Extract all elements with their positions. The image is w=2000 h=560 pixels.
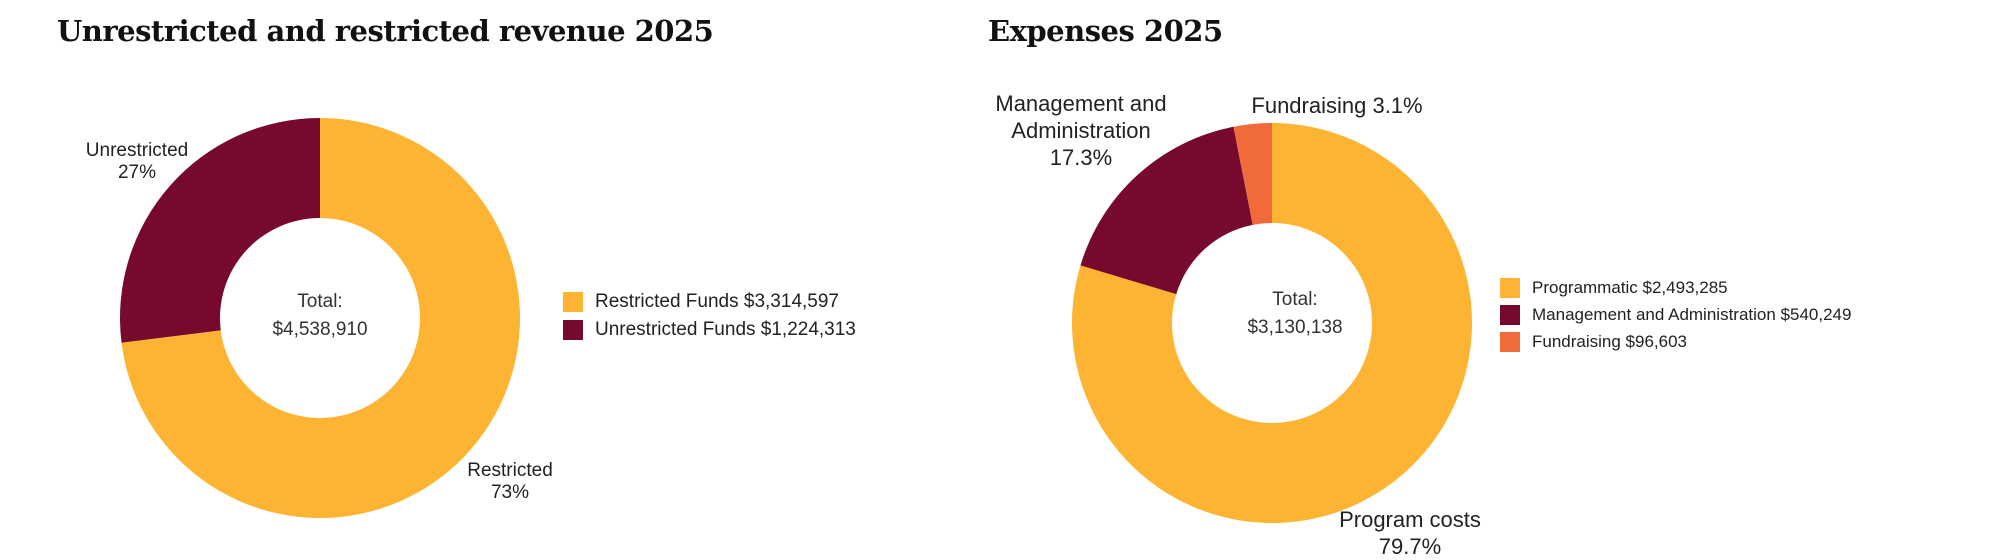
slice-label-program: Program costs 79.7% [1320, 506, 1500, 560]
expenses-chart-panel: Expenses 2025 Total: $3,130,138 Manageme… [980, 0, 2000, 559]
donut-slice-program-costs [1072, 123, 1472, 523]
legend-label-management: Management and Administration $540,249 [1532, 304, 1852, 324]
legend-swatch-restricted [563, 292, 583, 312]
legend-swatch-management [1500, 304, 1520, 325]
revenue-total-label: Total: $4,538,910 [240, 288, 400, 344]
legend-item-programmatic: Programmatic $2,493,285 [1500, 274, 1851, 301]
legend-label-unrestricted: Unrestricted Funds $1,224,313 [595, 319, 856, 340]
slice-label-unrestricted: Unrestricted 27% [62, 140, 212, 184]
expenses-total-caption: Total: [1272, 289, 1318, 310]
slice-label-program-name: Program costs [1339, 507, 1481, 532]
revenue-legend: Restricted Funds $3,314,597 Unrestricted… [563, 288, 856, 344]
donut-slice-fundraising [1233, 123, 1272, 225]
revenue-total-value: $4,538,910 [272, 319, 368, 340]
legend-item-management: Management and Administration $540,249 [1500, 301, 1851, 328]
legend-swatch-fundraising [1500, 331, 1520, 352]
legend-swatch-unrestricted [563, 320, 583, 340]
legend-swatch-programmatic [1500, 277, 1520, 298]
slice-label-restricted-percent: 73% [490, 482, 530, 503]
expenses-total-value: $3,130,138 [1247, 317, 1343, 338]
expenses-legend: Programmatic $2,493,285 Management and A… [1500, 274, 1851, 355]
expenses-total-label: Total: $3,130,138 [1220, 286, 1370, 342]
slice-label-program-percent: 79.7% [1378, 534, 1442, 559]
slice-label-fundraising: Fundraising 3.1% [1242, 92, 1432, 119]
revenue-total-caption: Total: [297, 291, 343, 312]
revenue-chart-title: Unrestricted and restricted revenue 2025 [57, 14, 714, 48]
donut-slice-management [1080, 126, 1253, 295]
slice-label-unrestricted-name: Unrestricted [85, 140, 189, 161]
slice-label-management-name: Management and Administration [995, 91, 1167, 143]
legend-label-fundraising: Fundraising $96,603 [1532, 331, 1688, 351]
slice-label-management-percent: 17.3% [1049, 145, 1113, 170]
legend-label-restricted: Restricted Funds $3,314,597 [595, 291, 839, 312]
legend-item-restricted: Restricted Funds $3,314,597 [563, 288, 856, 316]
donut-slice-unrestricted [119, 118, 320, 343]
donut-slice-restricted [121, 118, 520, 518]
revenue-chart-panel: Unrestricted and restricted revenue 2025… [0, 0, 980, 556]
slice-label-fundraising-name: Fundraising 3.1% [1251, 93, 1423, 118]
legend-item-unrestricted: Unrestricted Funds $1,224,313 [563, 316, 856, 344]
expenses-donut-chart [1072, 123, 1472, 523]
slice-label-restricted: Restricted 73% [445, 460, 575, 504]
legend-label-programmatic: Programmatic $2,493,285 [1532, 277, 1728, 297]
slice-label-unrestricted-percent: 27% [117, 162, 157, 183]
expenses-chart-title: Expenses 2025 [988, 14, 1223, 48]
revenue-donut-chart [119, 118, 520, 518]
slice-label-management: Management and Administration 17.3% [986, 90, 1176, 171]
slice-label-restricted-name: Restricted [467, 460, 553, 481]
legend-item-fundraising: Fundraising $96,603 [1500, 328, 1851, 355]
